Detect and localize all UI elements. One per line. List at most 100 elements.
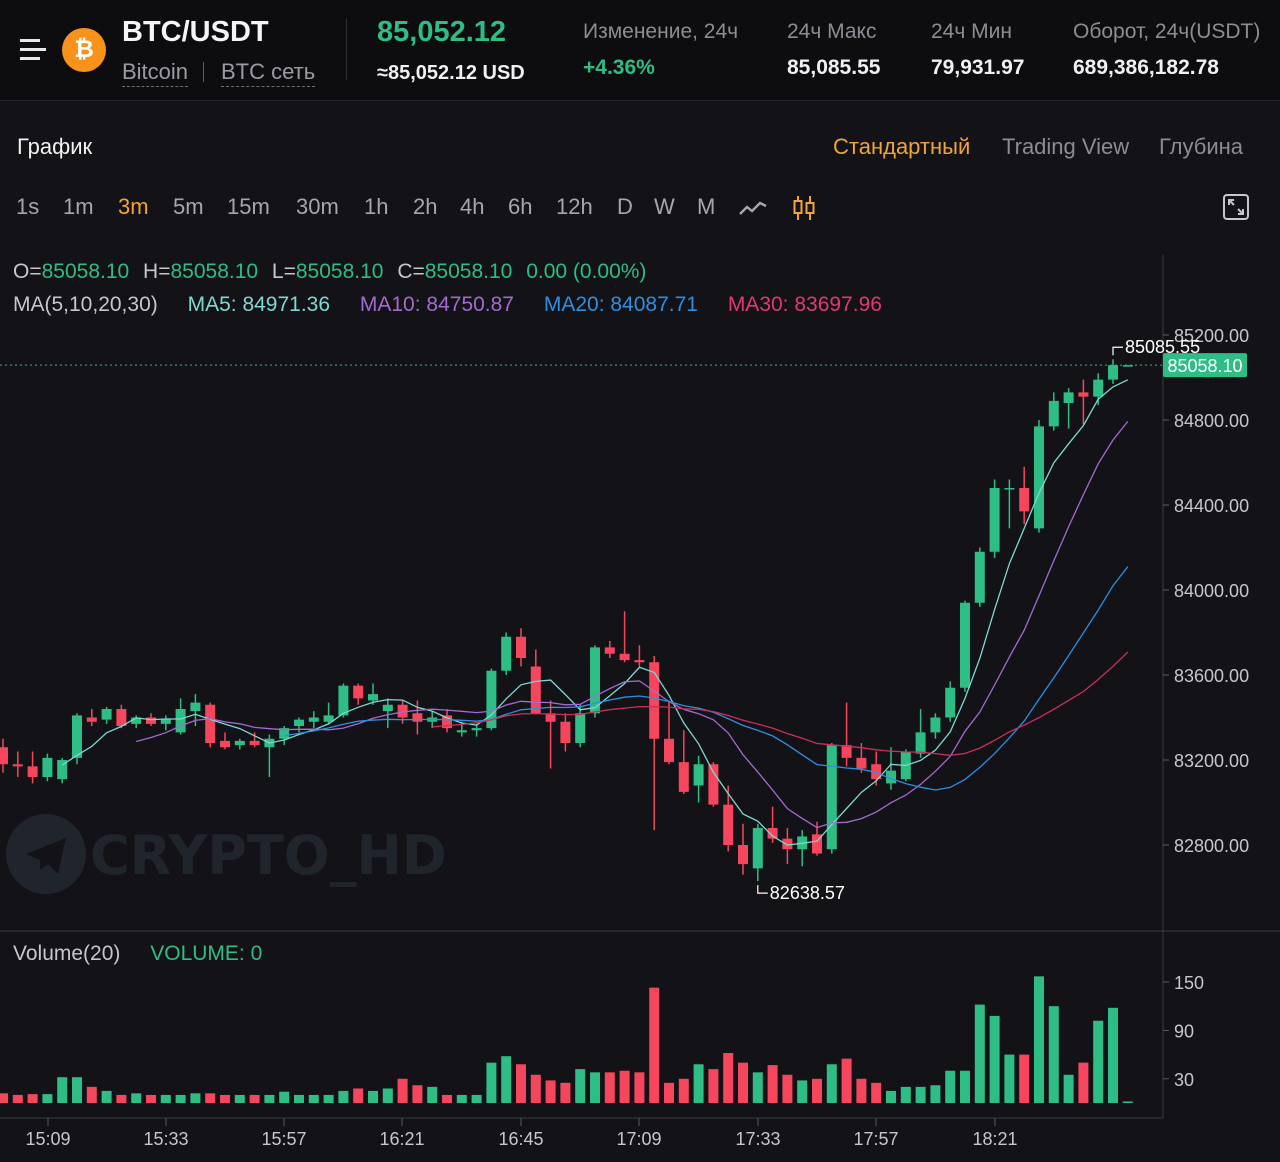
candle-body <box>486 670 497 729</box>
watermark-text: CRYPTO_HD <box>90 824 444 887</box>
volume-bar <box>738 1062 748 1103</box>
volume-bar <box>486 1062 497 1103</box>
volume-bar <box>900 1086 911 1103</box>
x-tick-label: 17:57 <box>853 1129 898 1149</box>
volume-bar <box>841 1058 852 1103</box>
candlestick-icon[interactable] <box>792 194 816 222</box>
price-chart[interactable]: 85200.00 84800.00 84400.00 84000.00 83600.00… <box>0 255 1280 1162</box>
candle-body <box>1019 488 1030 512</box>
candle-body <box>86 717 97 722</box>
candle-body <box>131 717 142 724</box>
coin-name-link[interactable]: Bitcoin <box>122 60 189 87</box>
volume-bar <box>856 1078 867 1103</box>
candle-body <box>989 488 1000 552</box>
candle-body <box>723 804 734 845</box>
volume-bar <box>323 1094 334 1103</box>
volume-bar <box>575 1069 586 1103</box>
volume-bar <box>664 1082 674 1103</box>
volume-bar <box>782 1074 793 1103</box>
interval-30m[interactable]: 30m <box>296 194 339 219</box>
candle-body <box>590 647 600 714</box>
candle-body <box>575 713 586 743</box>
volume-bar <box>1078 1062 1089 1103</box>
volume-label: Volume(20) <box>13 942 121 965</box>
ma5-value: MA5: 84971.36 <box>187 293 331 316</box>
volume-bar <box>86 1086 97 1103</box>
volume-bar <box>1034 976 1044 1103</box>
x-tick-label: 15:57 <box>261 1129 306 1149</box>
last-price-tag-label: 85058.10 <box>1167 356 1242 376</box>
network-link[interactable]: BTC сеть <box>221 60 316 87</box>
volume-bar <box>530 1074 541 1103</box>
watermark: CRYPTO_HD <box>6 814 444 894</box>
interval-4h[interactable]: 4h <box>460 194 485 219</box>
interval-12h[interactable]: 12h <box>556 194 593 219</box>
volume-bar <box>752 1072 763 1103</box>
interval-m[interactable]: M <box>697 194 716 219</box>
change-label: Изменение, 24ч <box>583 20 739 43</box>
ma-legend: MA(5,10,20,30) MA5: 84971.36 MA10: 84750… <box>13 293 882 317</box>
candle-body <box>767 828 778 839</box>
candle-body <box>412 713 423 722</box>
tab-trading-view[interactable]: Trading View <box>1002 134 1130 159</box>
interval-5m[interactable]: 5m <box>173 194 204 219</box>
volume-bar <box>175 1094 186 1103</box>
interval-2h[interactable]: 2h <box>413 194 438 219</box>
volume-bar <box>27 1094 38 1103</box>
candle-body <box>619 653 630 661</box>
tab-standard[interactable]: Стандартный <box>833 134 971 159</box>
candle-body <box>708 764 719 805</box>
candle-body <box>338 685 349 716</box>
candle-body <box>664 738 674 763</box>
interval-d[interactable]: D <box>617 194 633 219</box>
turnover-label: Оборот, 24ч(USDT) <box>1073 20 1261 43</box>
menu-icon[interactable] <box>18 36 48 64</box>
interval-15m[interactable]: 15m <box>227 194 270 219</box>
interval-1s[interactable]: 1s <box>16 194 40 219</box>
y-tick-label: 82800.00 <box>1174 836 1249 856</box>
interval-1h[interactable]: 1h <box>364 194 389 219</box>
y-tick-label: 83600.00 <box>1174 666 1249 686</box>
low-label: L= <box>271 260 296 283</box>
volume-bar <box>1048 1006 1059 1103</box>
volume-bar <box>42 1094 53 1103</box>
candle-body <box>279 728 290 739</box>
open-value: 85058.10 <box>41 260 130 283</box>
volume-bar <box>649 987 660 1103</box>
volume-bar <box>516 1064 526 1103</box>
interval-3m[interactable]: 3m <box>118 194 149 219</box>
candle-body <box>160 718 171 724</box>
volume-bar <box>1063 1074 1074 1103</box>
y-tick-label: 84400.00 <box>1174 496 1249 516</box>
interval-6h[interactable]: 6h <box>508 194 533 219</box>
candle-change: 0.00 (0.00%) <box>526 260 647 283</box>
candle-body <box>0 747 8 765</box>
volume-bar <box>797 1080 808 1103</box>
line-chart-icon[interactable] <box>738 196 768 220</box>
interval-1m[interactable]: 1m <box>63 194 94 219</box>
volume-bar <box>279 1091 290 1103</box>
candle-body <box>693 764 704 786</box>
volume-bar <box>1019 1054 1030 1103</box>
candle-body <box>886 770 896 784</box>
ma30-value: MA30: 83697.96 <box>727 293 882 316</box>
tab-depth[interactable]: Глубина <box>1159 134 1244 159</box>
candle-body <box>738 845 748 865</box>
change-value: +4.36% <box>583 56 655 79</box>
pair-title[interactable]: BTC/USDT <box>122 16 269 48</box>
volume-bar <box>708 1069 719 1103</box>
candle-body <box>856 757 867 769</box>
volume-bar <box>412 1085 423 1103</box>
volume-bar <box>767 1065 778 1103</box>
interval-w[interactable]: W <box>654 194 675 219</box>
volume-bar <box>1108 1007 1118 1103</box>
candle-body <box>146 717 156 724</box>
volume-value: VOLUME: 0 <box>150 942 263 965</box>
candle-body <box>915 732 926 754</box>
candle-body <box>175 709 186 733</box>
min-arrow <box>757 885 768 894</box>
ohlc-legend: O=85058.10 H=85058.10 L=85058.10 C=85058… <box>13 260 646 284</box>
candle-body <box>812 834 822 854</box>
fullscreen-icon[interactable] <box>1222 193 1250 221</box>
candle-body <box>471 728 482 731</box>
